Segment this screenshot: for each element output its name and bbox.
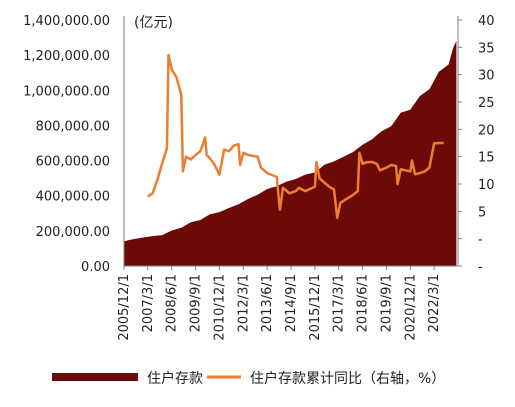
x-tick-label: 2017/3/1: [332, 274, 347, 332]
left-tick-label: 0.00: [81, 260, 110, 275]
legend: 住户存款 住户存款累计同比（右轴，%）: [52, 370, 445, 387]
legend-label-yoy: 住户存款累计同比（右轴，%）: [250, 370, 445, 387]
series-line-yoy: [147, 53, 444, 220]
right-tick-label: 15: [478, 151, 495, 166]
right-tick-label: 5: [478, 205, 486, 220]
series-area-deposits: [124, 40, 457, 267]
x-tick-label: 2014/9/1: [284, 274, 299, 332]
x-tick-label: 2010/12/1: [212, 274, 227, 341]
x-tick-label: 2019/9/1: [379, 274, 394, 332]
left-tick-label: 1,200,000.00: [23, 49, 110, 64]
legend-label-deposits: 住户存款: [147, 370, 203, 387]
right-tick-label: 10: [478, 178, 495, 193]
x-tick-label: 2007/3/1: [141, 274, 156, 332]
x-tick-label: 2020/12/1: [403, 274, 418, 341]
legend-swatch-deposits: [52, 373, 138, 381]
x-tick-label: 2013/6/1: [260, 274, 275, 332]
right-axis-tick-labels: - - 5 10 15 20 25 30 35 40: [458, 14, 495, 275]
x-tick-label: 2005/12/1: [117, 274, 132, 341]
left-tick-label: 200,000.00: [36, 225, 110, 240]
x-tick-label: 2008/6/1: [165, 274, 180, 332]
left-tick-label: 800,000.00: [36, 119, 110, 134]
unit-label: (亿元): [134, 15, 173, 31]
left-tick-label: 1,000,000.00: [23, 84, 110, 99]
right-tick-label: 40: [478, 14, 495, 29]
x-axis-tick-labels: 2005/12/1 2007/3/1 2008/6/1 2009/9/1 2010/12…: [117, 266, 442, 341]
right-tick-label: 20: [478, 123, 495, 138]
left-axis-tick-labels: 0.00 200,000.00 400,000.00 600,000.00 800,00…: [23, 14, 110, 275]
x-tick-label: 2012/3/1: [236, 274, 251, 332]
x-tick-label: 2018/6/1: [356, 274, 371, 332]
right-tick-label: 25: [478, 96, 495, 111]
left-tick-label: 400,000.00: [36, 190, 110, 205]
x-tick-label: 2015/12/1: [308, 274, 323, 341]
deposit-area-layer: [124, 40, 457, 267]
right-tick-label: 35: [478, 41, 495, 56]
yoy-line-layer: [147, 53, 444, 220]
left-tick-label: 600,000.00: [36, 155, 110, 170]
x-tick-label: 2022/3/1: [427, 274, 442, 332]
left-tick-label: 1,400,000.00: [23, 14, 110, 29]
right-tick-label: 30: [478, 69, 495, 84]
x-tick-label: 2009/9/1: [189, 274, 204, 332]
right-tick-label: -: [478, 260, 483, 275]
right-tick-label: -: [478, 233, 483, 248]
